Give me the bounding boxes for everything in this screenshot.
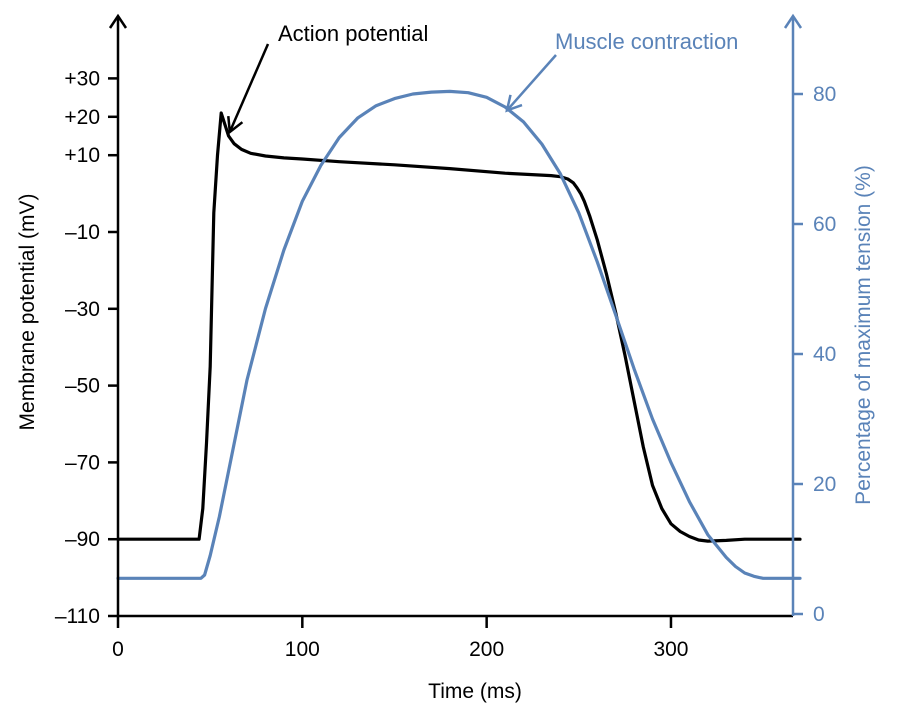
left-tick-label: –90 [65, 528, 100, 551]
annotation-arrowhead [227, 115, 244, 135]
annotation-arrowhead [505, 94, 523, 113]
x-tick-label: 200 [469, 638, 504, 661]
right-tick-label: 0 [813, 603, 825, 626]
left-axis-arrowhead [108, 13, 128, 29]
left-tick-label: –30 [65, 298, 100, 321]
left-tick-label: –10 [65, 221, 100, 244]
right-tick-label: 60 [813, 213, 836, 236]
x-tick-label: 100 [285, 638, 320, 661]
left-tick-label: +10 [64, 144, 100, 167]
right-tick-label: 80 [813, 83, 836, 106]
left-tick-label: +20 [64, 106, 100, 129]
x-tick-label: 0 [112, 638, 124, 661]
right-axis-title: Percentage of maximum tension (%) [852, 165, 875, 505]
left-tick-label: –110 [55, 605, 100, 628]
left-tick-label: –70 [65, 451, 100, 474]
action-potential-label: Action potential [278, 21, 428, 46]
right-tick-label: 40 [813, 343, 836, 366]
muscle-contraction-line [116, 89, 802, 580]
action-potential-line [116, 111, 802, 543]
left-tick-label: –50 [65, 375, 100, 398]
muscle-contraction-label: Muscle contraction [555, 29, 738, 54]
x-tick-label: 300 [653, 638, 688, 661]
x-axis-title: Time (ms) [428, 680, 522, 703]
left-axis-title: Membrane potential (mV) [16, 194, 39, 431]
left-tick-label: +30 [64, 67, 100, 90]
annotation-arrow-shaft [228, 43, 270, 133]
annotation-arrow-shaft [505, 54, 557, 112]
right-axis-arrowhead [783, 13, 803, 29]
right-tick-label: 20 [813, 473, 836, 496]
